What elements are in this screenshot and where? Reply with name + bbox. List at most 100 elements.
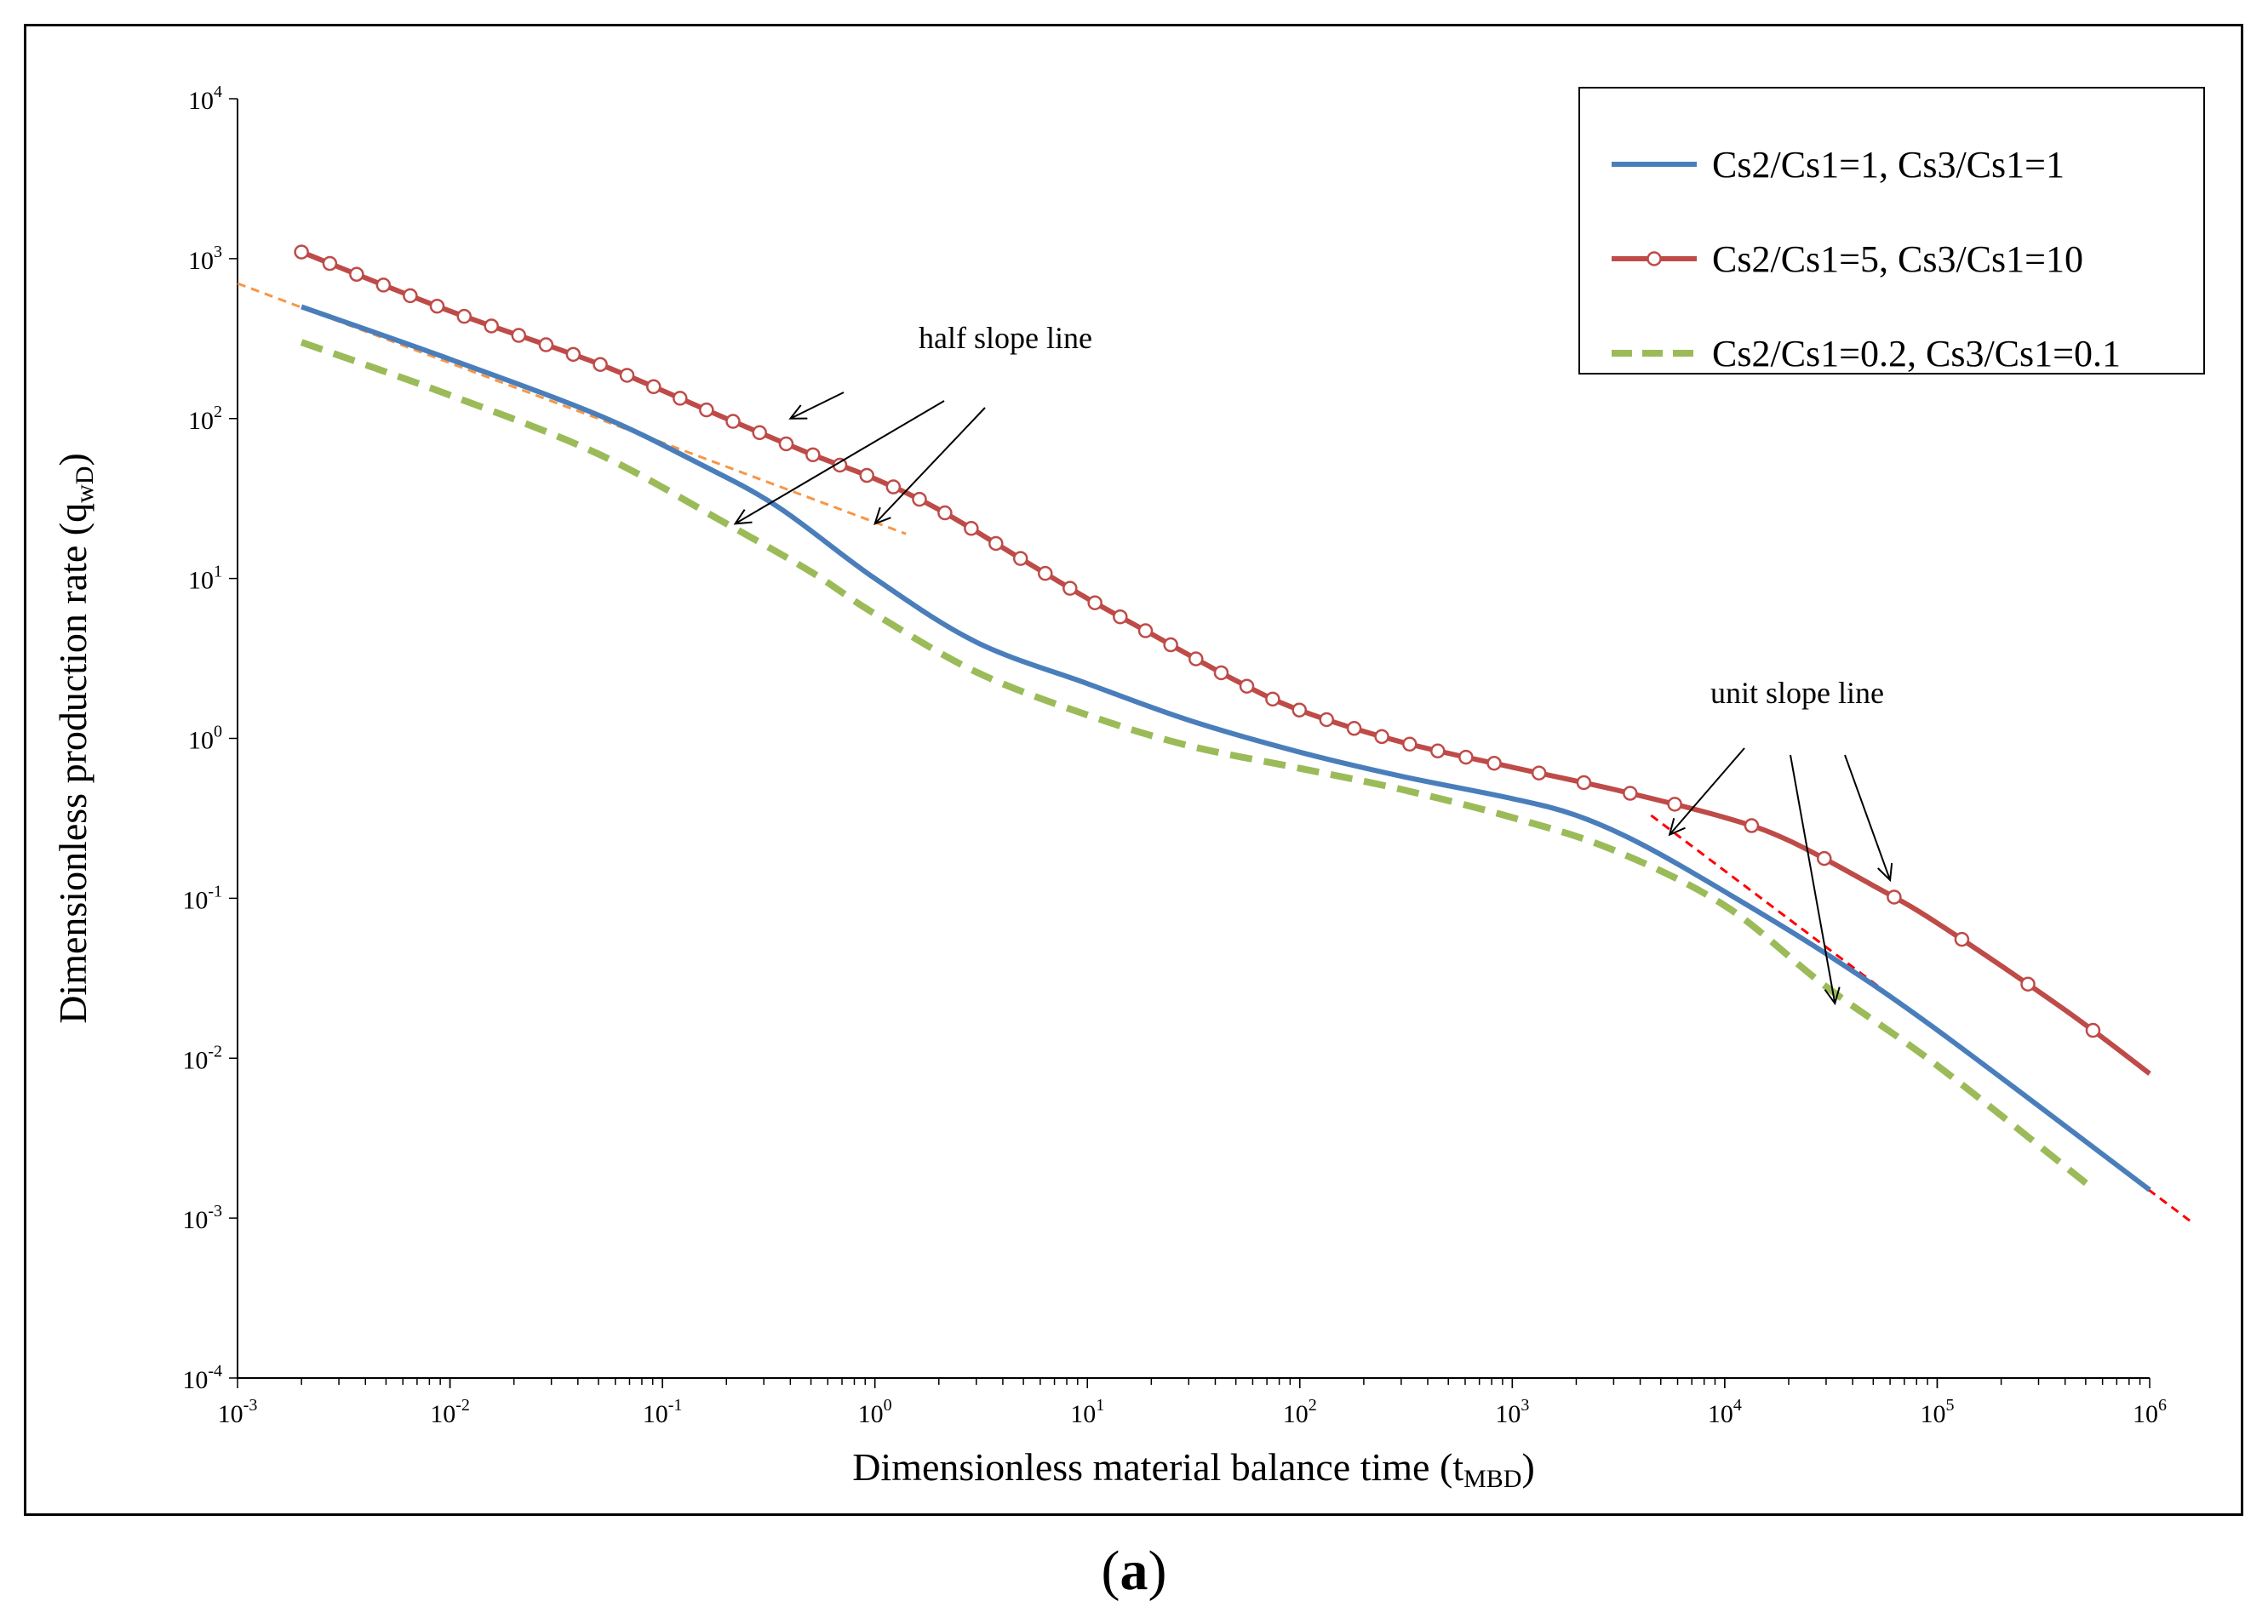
series-marker <box>538 337 554 352</box>
series-marker <box>1954 931 1970 947</box>
legend-marker <box>1647 251 1662 266</box>
series-line <box>300 339 2097 1193</box>
series-marker <box>1012 551 1028 566</box>
series-marker <box>565 346 581 363</box>
annotation-arrowhead <box>1824 986 1841 1006</box>
y-axis-title: Dimensionless production rate (qwD) <box>51 453 99 1024</box>
series-marker <box>1817 850 1832 866</box>
x-tick-label: 10-1 <box>643 1396 683 1428</box>
series-marker <box>456 308 472 324</box>
legend-entry-label: Cs2/Cs1=0.2, Cs3/Cs1=0.1 <box>1712 333 2121 375</box>
y-tick-label: 104 <box>188 83 222 115</box>
annotation-arrowhead <box>873 506 891 525</box>
series-marker <box>645 379 662 395</box>
series-marker <box>1430 743 1446 759</box>
series-marker <box>964 521 979 536</box>
x-tick-label: 10-2 <box>430 1396 470 1428</box>
series-marker <box>1137 623 1154 638</box>
series-marker <box>778 436 794 452</box>
series-marker <box>403 288 418 304</box>
legend-entry-label: Cs2/Cs1=5, Cs3/Cs1=10 <box>1712 238 2083 280</box>
series-marker <box>1576 775 1592 791</box>
annotation-arrowhead <box>1668 818 1686 837</box>
x-tick-labels: 10-3 10-2 10-1 100 101 102 103 104 105 106 <box>218 1396 2167 1428</box>
series-lines <box>300 249 2151 1193</box>
legend-box <box>1578 87 2205 375</box>
y-tick-label: 101 <box>188 563 222 595</box>
x-axis-title: Dimensionless material balance time (tMB… <box>852 1445 1535 1493</box>
annotation-arrow <box>1669 747 1745 836</box>
series-line <box>301 304 2151 1192</box>
x-tick-label: 106 <box>2133 1396 2167 1428</box>
annotation-arrowhead <box>733 509 753 525</box>
series-marker <box>1623 786 1638 801</box>
y-tick-labels: 10-4 10-3 10-2 10-1 100 101 102 103 104 <box>182 83 222 1394</box>
series-marker <box>937 505 953 521</box>
legend: Cs2/Cs1=1, Cs3/Cs1=1 Cs2/Cs1=5, Cs3/Cs1=1… <box>1578 87 2205 375</box>
x-tick-label: 100 <box>858 1396 892 1428</box>
annotation-arrowhead <box>1877 862 1893 883</box>
series-marker <box>2020 976 2036 992</box>
series-marker <box>1319 712 1334 728</box>
series-marker <box>1038 565 1053 581</box>
x-tick-label: 101 <box>1070 1396 1104 1428</box>
series-marker <box>885 479 902 495</box>
series-marker <box>375 277 392 293</box>
y-tick-label: 10-1 <box>182 882 222 914</box>
x-tick-label: 103 <box>1495 1396 1529 1428</box>
series-marker <box>988 535 1004 552</box>
y-tick-label: 10-4 <box>182 1362 222 1394</box>
series-marker <box>484 318 499 334</box>
series-marker <box>805 447 821 463</box>
y-tick-label: 102 <box>188 403 222 435</box>
series-marker <box>1458 749 1474 765</box>
series-marker <box>912 491 927 507</box>
annotation-arrow <box>1844 754 1892 881</box>
x-tick-label: 105 <box>1920 1396 1954 1428</box>
annotation-arrow <box>873 407 986 524</box>
series-marker <box>1163 637 1178 653</box>
series-marker <box>1486 755 1502 771</box>
series-marker <box>1087 595 1102 610</box>
series-marker <box>752 425 767 441</box>
series-marker <box>725 414 741 429</box>
series-marker <box>1239 678 1255 694</box>
series-marker <box>1374 729 1389 745</box>
chart-canvas: 10-3 10-2 10-1 100 101 102 103 104 105 106 10-4 10… <box>51 83 2205 1493</box>
series-marker <box>2085 1022 2101 1038</box>
series-marker <box>1402 736 1418 752</box>
series-marker <box>1744 818 1760 833</box>
series-marker <box>859 467 874 483</box>
series-marker <box>1188 651 1204 666</box>
series-marker <box>322 255 338 272</box>
series-marker <box>511 328 527 343</box>
legend-entry-label: Cs2/Cs1=1, Cs3/Cs1=1 <box>1712 144 2065 186</box>
annotation-arrowhead <box>788 404 808 420</box>
x-tick-label: 10-3 <box>218 1396 258 1428</box>
annotation-label: unit slope line <box>1710 676 1884 710</box>
y-tick-label: 10-2 <box>182 1042 222 1074</box>
series-marker <box>673 391 688 406</box>
series-marker <box>1265 691 1280 707</box>
y-tick-label: 100 <box>188 723 222 755</box>
annotations: half slope line unit slope line <box>733 321 1893 1006</box>
series-marker <box>1213 665 1229 681</box>
panel-label: (a) <box>1101 1540 1167 1602</box>
x-tick-label: 102 <box>1283 1396 1317 1428</box>
series-marker <box>1346 721 1362 736</box>
series-marker <box>1292 702 1307 718</box>
series-marker <box>1667 797 1682 812</box>
series-marker <box>1113 609 1128 625</box>
minor-ticks <box>229 98 2151 1388</box>
annotation-arrow <box>1790 754 1836 1004</box>
series-marker <box>593 357 608 372</box>
series-marker <box>294 244 309 260</box>
series-markers <box>294 244 2101 1038</box>
series-marker <box>349 266 364 283</box>
annotation-arrow <box>735 400 945 525</box>
series-marker <box>429 298 445 314</box>
y-tick-label: 103 <box>188 243 222 275</box>
annotation-label: half slope line <box>919 321 1092 355</box>
series-marker <box>1062 580 1078 596</box>
annotation-arrow <box>789 392 845 420</box>
